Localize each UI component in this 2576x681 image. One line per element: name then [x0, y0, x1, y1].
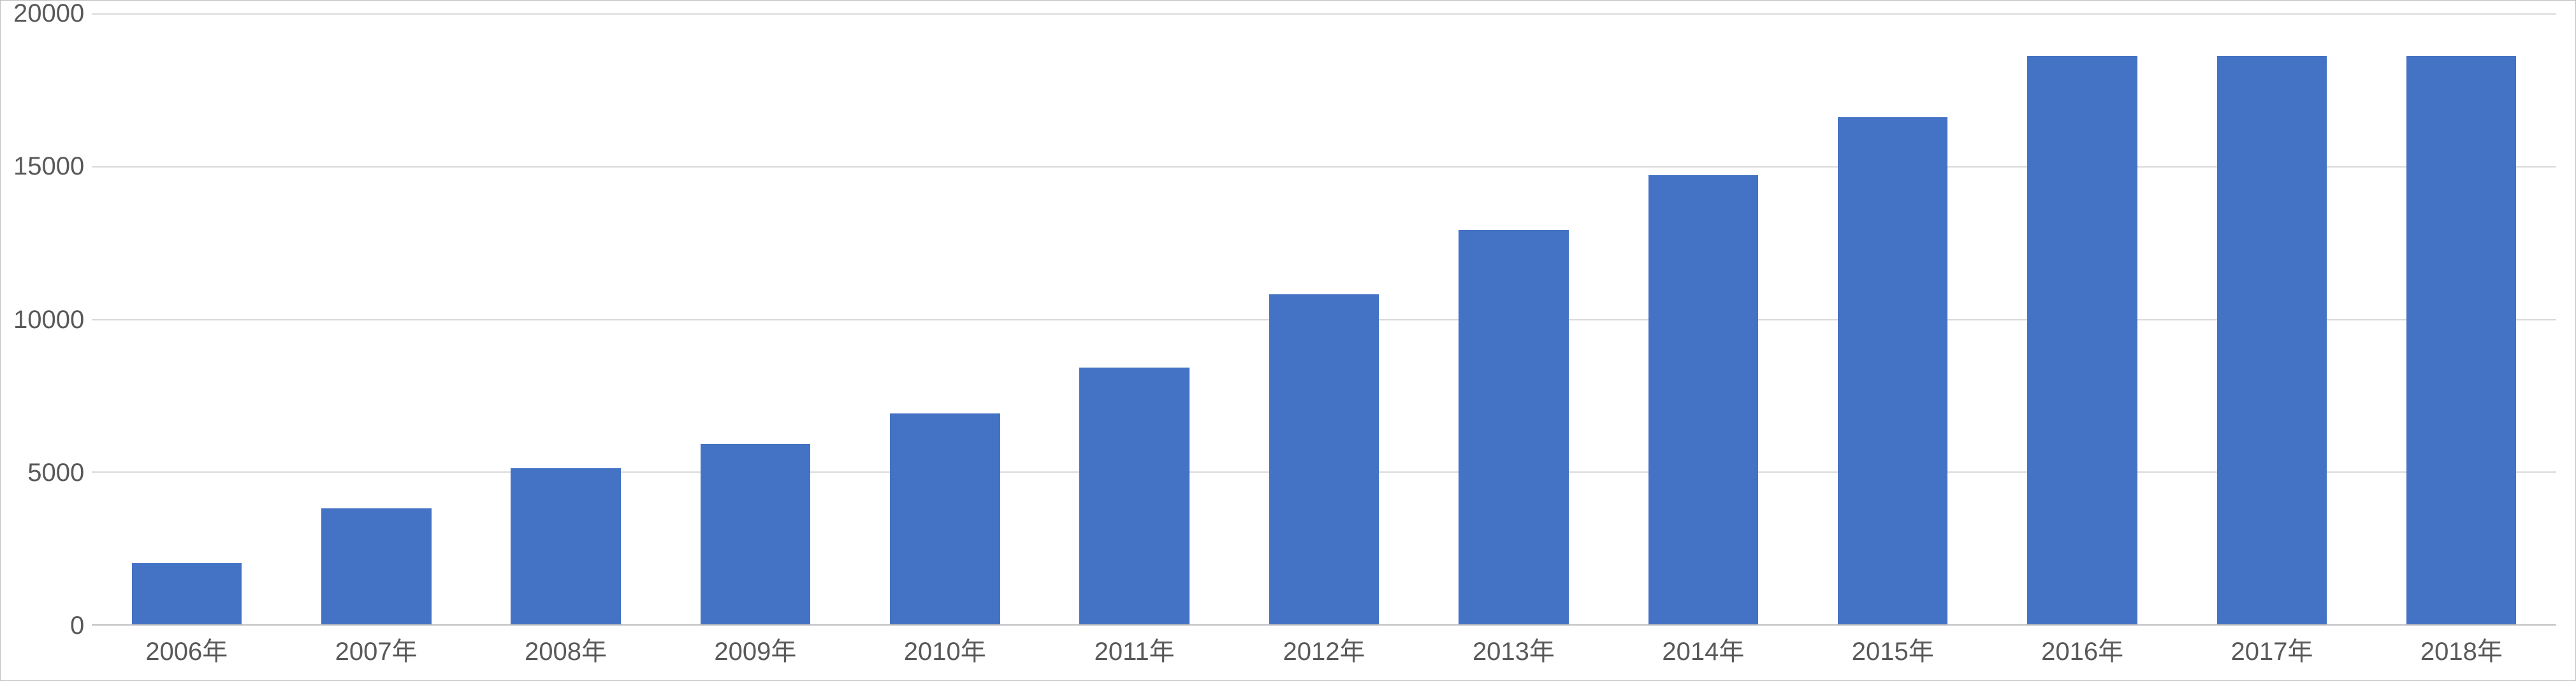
bar	[321, 508, 431, 624]
bar	[1079, 368, 1189, 624]
bar	[1269, 294, 1379, 624]
bar	[132, 563, 242, 624]
bar-slot	[2367, 13, 2556, 624]
x-tick-label: 2010年	[850, 631, 1040, 668]
bars-layer	[92, 13, 2556, 624]
bar	[1459, 230, 1568, 624]
x-tick-label: 2009年	[660, 631, 850, 668]
y-tick-label: 10000	[13, 307, 84, 333]
bar-slot	[1798, 13, 1987, 624]
y-axis: 20000150001000050000	[13, 13, 92, 626]
x-tick-label: 2013年	[1419, 631, 1608, 668]
x-axis: 2006年2007年2008年2009年2010年2011年2012年2013年…	[13, 626, 2556, 668]
chart-body: 20000150001000050000	[13, 13, 2556, 626]
bar	[511, 468, 620, 624]
bar	[1838, 117, 1947, 624]
x-tick-label: 2012年	[1229, 631, 1418, 668]
x-tick-label: 2008年	[471, 631, 660, 668]
bar	[890, 413, 1000, 624]
bar-slot	[660, 13, 850, 624]
bar	[2406, 56, 2516, 624]
y-tick-label: 5000	[27, 460, 84, 485]
x-tick-label: 2011年	[1040, 631, 1229, 668]
y-tick-label: 20000	[13, 1, 84, 26]
bar-slot	[1419, 13, 1608, 624]
bar-slot	[1988, 13, 2177, 624]
x-tick-label: 2007年	[281, 631, 470, 668]
bar-slot	[2177, 13, 2366, 624]
bar	[1648, 175, 1758, 624]
bar-slot	[1040, 13, 1229, 624]
bar-slot	[471, 13, 660, 624]
bar	[2027, 56, 2137, 624]
bar-slot	[282, 13, 471, 624]
x-tick-label: 2016年	[1988, 631, 2177, 668]
x-axis-spacer	[13, 631, 92, 668]
plot-area	[92, 13, 2556, 626]
bar-slot	[850, 13, 1040, 624]
x-tick-label: 2018年	[2367, 631, 2556, 668]
bar-slot	[92, 13, 281, 624]
bar	[701, 444, 810, 624]
chart-frame: 20000150001000050000 2006年2007年2008年2009…	[0, 0, 2576, 681]
x-tick-label: 2015年	[1798, 631, 1988, 668]
y-tick-label: 15000	[13, 154, 84, 179]
bar	[2217, 56, 2327, 624]
x-axis-labels: 2006年2007年2008年2009年2010年2011年2012年2013年…	[92, 631, 2556, 668]
x-tick-label: 2006年	[92, 631, 281, 668]
bar-slot	[1229, 13, 1418, 624]
x-tick-label: 2014年	[1608, 631, 1798, 668]
x-tick-label: 2017年	[2177, 631, 2366, 668]
bar-slot	[1608, 13, 1798, 624]
